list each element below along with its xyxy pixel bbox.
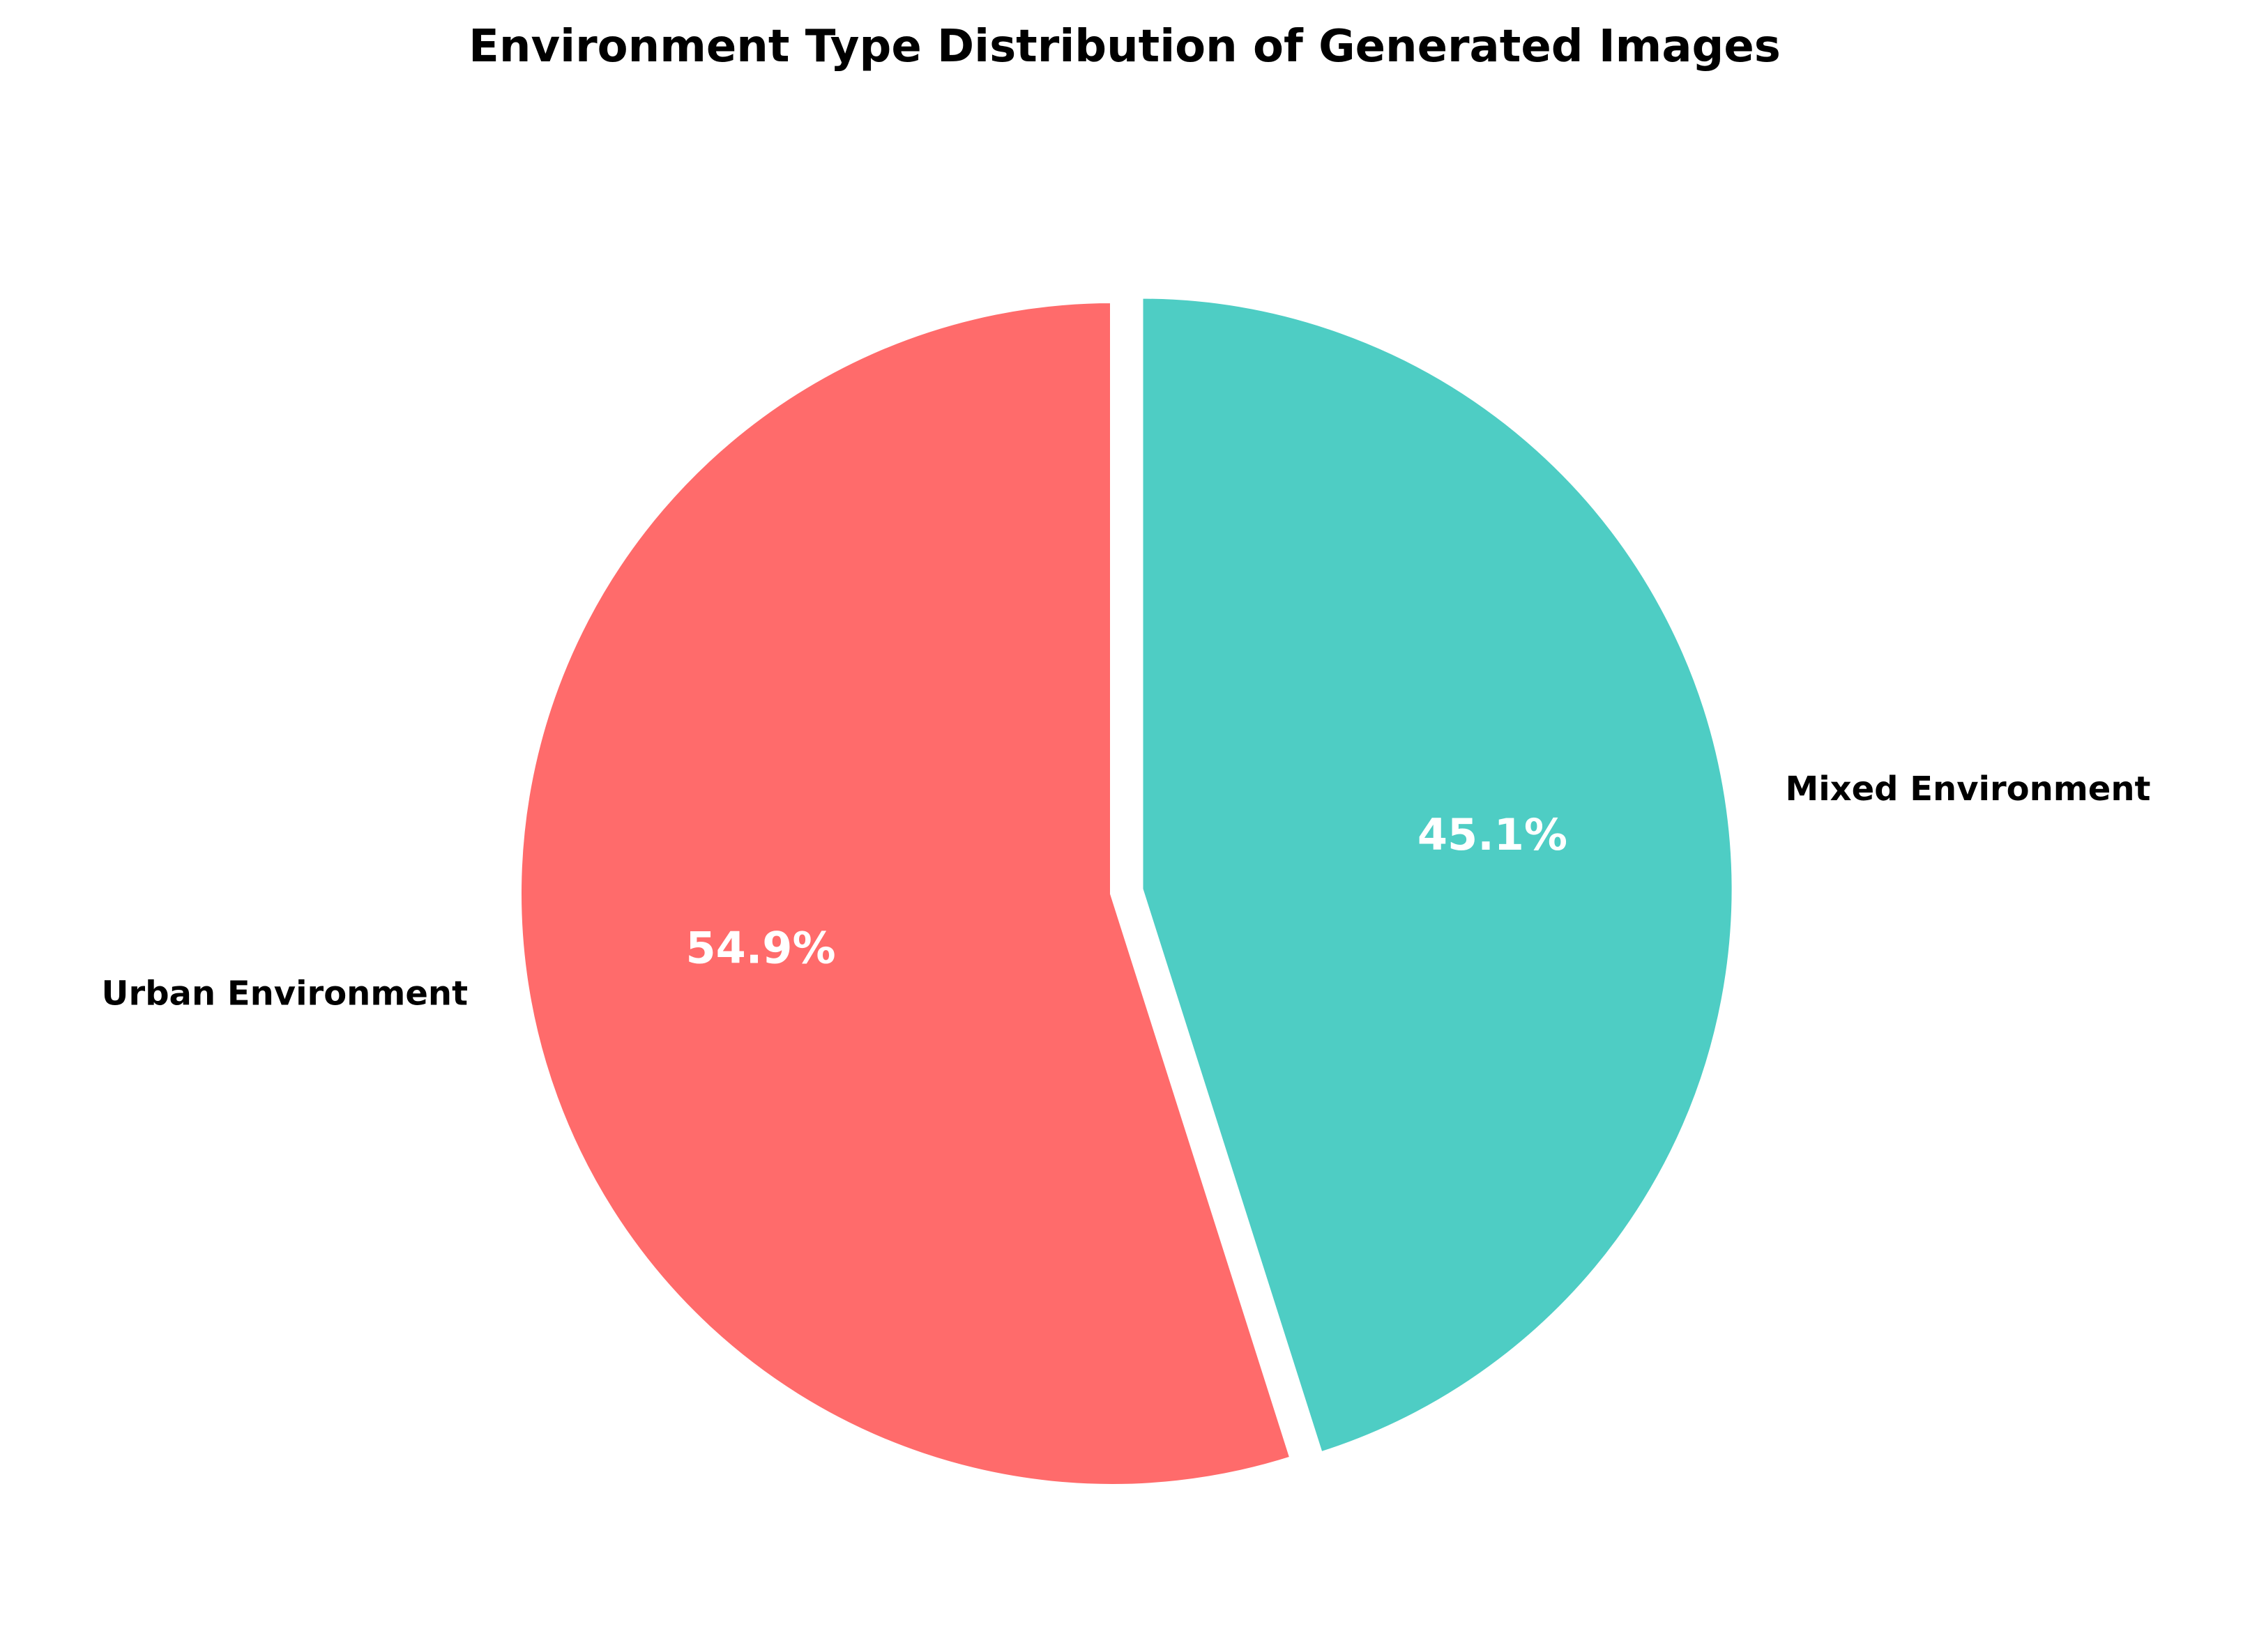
pie-slice-mixed-environment bbox=[1139, 294, 1736, 1457]
pie-labels: 54.9% Urban Environment 45.1% Mixed Environ… bbox=[102, 770, 2151, 1013]
pct-label-urban-environment: 54.9% bbox=[685, 923, 835, 974]
slice-label-mixed-environment: Mixed Environment bbox=[1785, 770, 2150, 809]
slice-label-urban-environment: Urban Environment bbox=[102, 974, 469, 1013]
pct-label-mixed-environment: 45.1% bbox=[1417, 809, 1567, 860]
chart-title: Environment Type Distribution of Generat… bbox=[469, 21, 1781, 72]
pie-slice-urban-environment bbox=[517, 298, 1295, 1488]
pie-slices bbox=[517, 294, 1736, 1488]
